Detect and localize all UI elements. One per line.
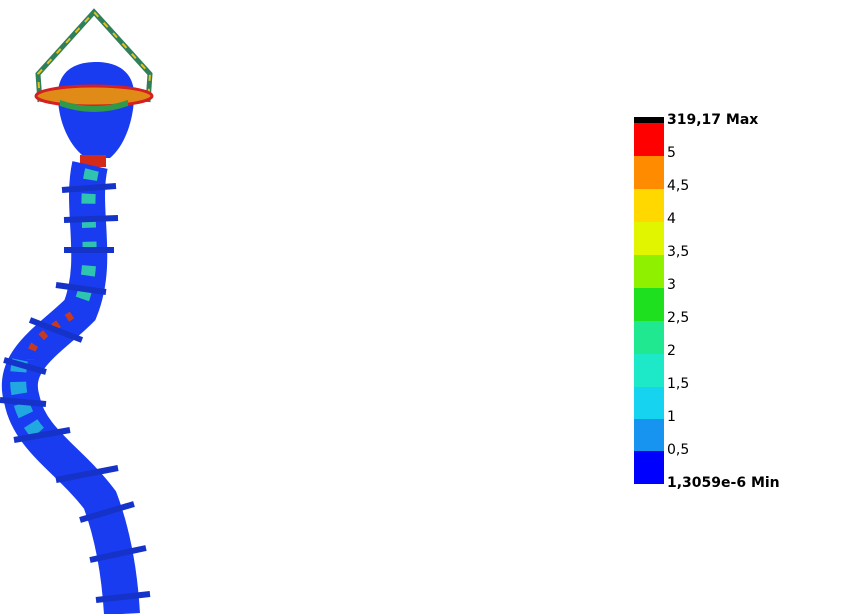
legend-band: [634, 156, 664, 189]
legend-band: [634, 189, 664, 222]
legend-labels: 319,17 Max 5 4,5 4 3,5 3 2,5 2 1,5 1 0,5 1,3059e-6 …: [667, 112, 780, 491]
legend-label: 4: [667, 211, 676, 227]
legend-band: [634, 419, 664, 451]
legend-band: [634, 321, 664, 354]
legend-band: [634, 288, 664, 321]
legend-label: 3: [667, 277, 676, 293]
legend-label: 319,17 Max: [667, 112, 758, 128]
legend-label: 1,3059e-6 Min: [667, 475, 780, 491]
legend-label: 4,5: [667, 178, 689, 194]
legend-band: [634, 123, 664, 156]
legend-label: 2,5: [667, 310, 689, 326]
legend-band: [634, 255, 664, 288]
spine: [20, 165, 122, 614]
legend-band: [634, 451, 664, 484]
legend-label: 0,5: [667, 442, 689, 458]
legend-label: 5: [667, 145, 676, 161]
legend-label: 2: [667, 343, 676, 359]
legend-band: [634, 222, 664, 255]
legend-band: [634, 387, 664, 419]
legend-label: 1,5: [667, 376, 689, 392]
model: [0, 12, 152, 614]
legend-label: 1: [667, 409, 676, 425]
legend-bar: [634, 117, 664, 484]
legend-label: 3,5: [667, 244, 689, 260]
result-view: 319,17 Max 5 4,5 4 3,5 3 2,5 2 1,5 1 0,5 1,3059e-6 …: [0, 0, 844, 614]
legend-band: [634, 117, 664, 123]
page: 319,17 Max 5 4,5 4 3,5 3 2,5 2 1,5 1 0,5 1,3059e-6 …: [0, 0, 844, 614]
legend-band: [634, 354, 664, 387]
